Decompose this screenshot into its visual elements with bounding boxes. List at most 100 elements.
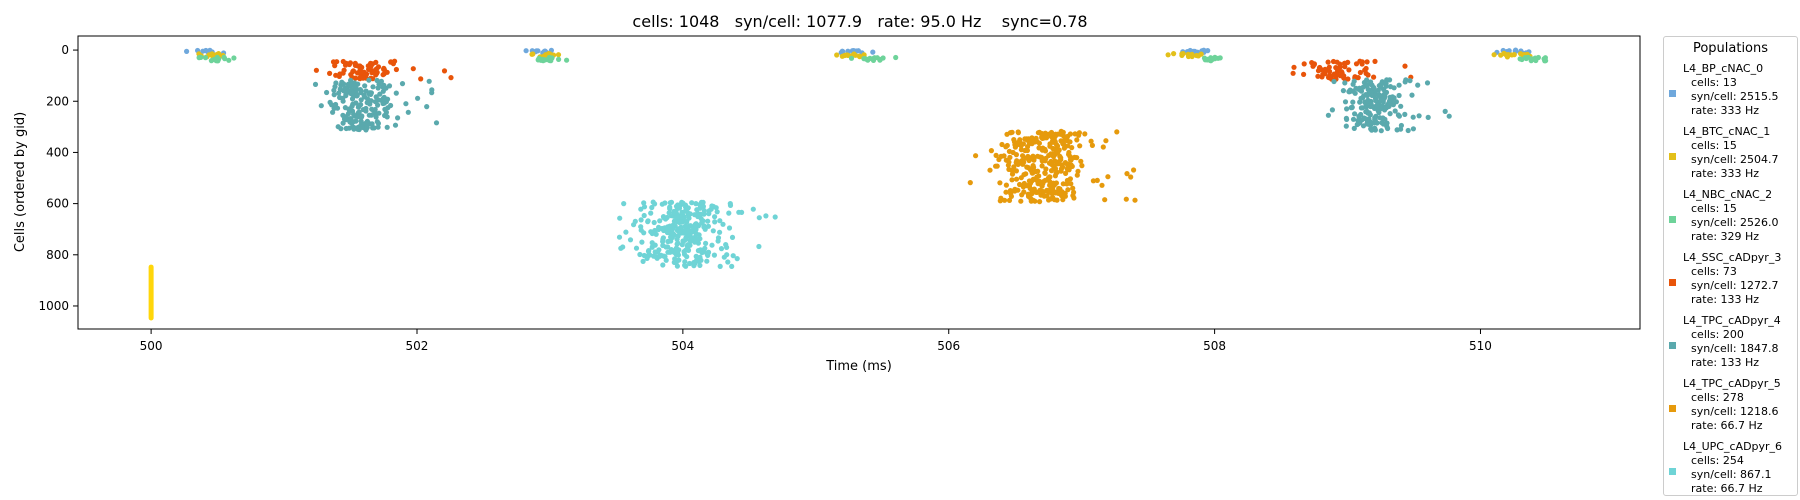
spike-point-5-0-52 [1006, 197, 1013, 203]
spike-point-6-0-54 [720, 221, 726, 227]
spike-point-6-0-256 [685, 205, 691, 211]
spike-point-5-0-293 [1124, 171, 1130, 177]
spike-point-5-0-323 [1003, 157, 1009, 163]
x-tick-label-2: 504 [671, 339, 694, 353]
spike-point-4-1-171 [1416, 113, 1422, 119]
spike-point-2-1-14 [548, 55, 554, 61]
x-tick-label-5: 510 [1469, 339, 1492, 353]
spike-point-6-0-50 [726, 225, 733, 231]
spike-point-6-0-287 [648, 229, 654, 235]
spike-point-5-0-280 [1046, 160, 1053, 166]
spike-point-6-0-52 [712, 219, 718, 225]
spike-point-5-0-74 [988, 148, 995, 154]
spike-point-3-1-7 [1301, 71, 1307, 77]
spike-point-4-1-123 [1415, 82, 1421, 88]
spike-point-6-0-242 [679, 219, 685, 225]
spike-point-4-0-168 [351, 126, 357, 132]
spike-point-6-0-125 [656, 247, 662, 253]
spike-point-6-0-112 [631, 222, 637, 228]
spike-point-6-0-81 [682, 262, 688, 268]
chart-title: cells: 1048 syn/cell: 1077.9 rate: 95.0 … [632, 12, 1088, 31]
spike-point-4-0-156 [348, 77, 354, 83]
legend-name-5: L4_TPC_cADpyr_5 [1683, 377, 1781, 390]
spike-point-5-0-238 [1035, 130, 1041, 136]
spike-point-4-1-148 [1394, 127, 1400, 133]
spike-point-6-0-270 [668, 247, 675, 253]
spike-point-5-0-0 [1039, 163, 1045, 169]
legend-entry-3: L4_SSC_cADpyr_3 cells: 73 syn/cell: 1272.7… [1664, 251, 1797, 314]
x-tick-label-4: 508 [1203, 339, 1226, 353]
spike-point-5-0-283 [1035, 168, 1041, 174]
spike-point-4-0-144 [363, 108, 369, 114]
spike-point-5-0-268 [1020, 184, 1026, 190]
spike-point-5-0-179 [1006, 148, 1013, 154]
spike-point-5-0-326 [1015, 139, 1022, 145]
spike-point-4-1-152 [1365, 110, 1371, 116]
spike-point-3-0-55 [375, 64, 382, 70]
legend-syn-1: syn/cell: 2504.7 [1691, 153, 1779, 166]
spike-point-6-0-209 [718, 246, 725, 252]
spike-point-4-0-150 [358, 89, 364, 96]
spike-point-6-0-265 [717, 263, 723, 269]
spike-point-4-0-16 [393, 90, 399, 96]
spike-point-5-0-258 [1015, 129, 1021, 135]
spike-point-4-1-161 [1331, 78, 1337, 85]
spike-point-4-0-80 [375, 124, 381, 130]
spike-point-4-0-188 [355, 114, 361, 120]
spike-point-6-0-290 [678, 224, 684, 230]
legend-entry-1: L4_BTC_cNAC_1 cells: 15 syn/cell: 2504.7 ra… [1664, 125, 1797, 188]
spike-point-6-0-259 [727, 201, 733, 207]
spike-point-2-2-7 [861, 56, 867, 62]
spike-point-6-0-249 [683, 219, 690, 225]
y-tick-label-4: 800 [46, 248, 69, 262]
spike-point-6-0-185 [658, 252, 664, 258]
legend-swatch-0 [1669, 90, 1676, 97]
legend-name-0: L4_BP_cNAC_0 [1683, 62, 1764, 75]
spike-point-5-0-244 [973, 153, 979, 159]
spike-point-4-1-62 [1325, 112, 1331, 118]
spike-point-5-0-188 [1099, 182, 1105, 188]
spike-point-5-0-193 [1089, 142, 1095, 148]
spike-point-4-1-180 [1361, 115, 1367, 121]
spike-point-6-0-253 [660, 242, 666, 249]
spike-point-4-0-36 [392, 122, 399, 128]
spike-point-6-0-258 [672, 210, 678, 216]
spike-point-6-0-233 [649, 204, 655, 211]
spike-point-1-2-14 [851, 52, 858, 58]
spike-point-0-4-10 [1513, 47, 1519, 53]
spike-point-5-0-305 [1020, 141, 1026, 147]
spike-point-6-0-171 [699, 220, 705, 226]
legend-cells-6: cells: 254 [1691, 454, 1744, 467]
spike-point-3-0-64 [381, 65, 387, 71]
spike-point-4-0-184 [333, 101, 339, 108]
spike-point-5-0-270 [1027, 180, 1034, 186]
spike-point-5-0-62 [1013, 168, 1020, 174]
spike-point-6-0-288 [704, 251, 710, 257]
spike-point-4-1-68 [1424, 80, 1431, 86]
spike-point-2-3-13 [1202, 57, 1208, 63]
spike-point-5-0-64 [1069, 163, 1075, 169]
spike-point-2-0-7 [198, 54, 204, 61]
spike-point-6-0-228 [701, 208, 707, 214]
spike-point-4-0-178 [336, 90, 342, 96]
spike-point-3-1-29 [1357, 69, 1363, 76]
spike-point-6-0-236 [734, 256, 740, 262]
axis-ticks: 500 502 504 506 508 510 0 200 400 600 800 1000 [38, 43, 1491, 353]
x-axis-label: Time (ms) [825, 359, 892, 374]
spike-point-4-0-176 [368, 112, 374, 118]
spike-point-4-1-168 [1343, 115, 1349, 121]
spike-point-5-0-72 [1079, 163, 1085, 169]
spike-point-4-1-133 [1329, 107, 1335, 113]
spike-point-4-0-117 [395, 115, 401, 121]
spike-point-3-1-63 [1364, 59, 1370, 65]
spike-point-6-0-291 [724, 252, 730, 258]
legend-swatch-6 [1669, 468, 1676, 475]
spike-point-4-0-122 [369, 121, 375, 127]
spike-point-4-0-84 [433, 120, 440, 126]
spike-point-6-0-205 [693, 201, 699, 207]
spike-point-2-2-13 [893, 54, 899, 61]
legend-rate-3: rate: 133 Hz [1691, 293, 1760, 306]
spike-point-4-1-176 [1405, 127, 1411, 134]
spike-point-3-0-44 [330, 59, 337, 65]
spike-point-5-0-276 [1066, 167, 1072, 173]
